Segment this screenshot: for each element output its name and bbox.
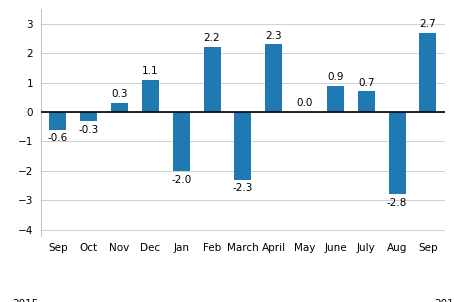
Text: -2.8: -2.8 — [387, 198, 407, 208]
Text: 2.2: 2.2 — [204, 34, 220, 43]
Bar — [49, 112, 66, 130]
Text: 0.0: 0.0 — [296, 98, 313, 108]
Bar — [419, 33, 436, 112]
Bar — [111, 103, 128, 112]
Bar — [234, 112, 252, 180]
Text: -0.6: -0.6 — [48, 133, 68, 143]
Text: 1.1: 1.1 — [142, 66, 158, 76]
Bar — [142, 80, 159, 112]
Text: 2015: 2015 — [13, 299, 39, 302]
Bar — [265, 44, 282, 112]
Text: 0.7: 0.7 — [358, 78, 375, 88]
Bar — [80, 112, 97, 121]
Text: 0.9: 0.9 — [327, 72, 344, 82]
Bar — [358, 92, 375, 112]
Text: 2.7: 2.7 — [419, 19, 436, 29]
Text: 2.3: 2.3 — [266, 31, 282, 40]
Text: 0.3: 0.3 — [111, 89, 128, 99]
Bar — [203, 47, 221, 112]
Text: -0.3: -0.3 — [79, 125, 99, 135]
Text: -2.3: -2.3 — [233, 184, 253, 194]
Text: -2.0: -2.0 — [171, 175, 191, 185]
Text: 2016: 2016 — [435, 299, 454, 302]
Bar — [389, 112, 405, 194]
Bar — [327, 85, 344, 112]
Bar — [173, 112, 190, 171]
